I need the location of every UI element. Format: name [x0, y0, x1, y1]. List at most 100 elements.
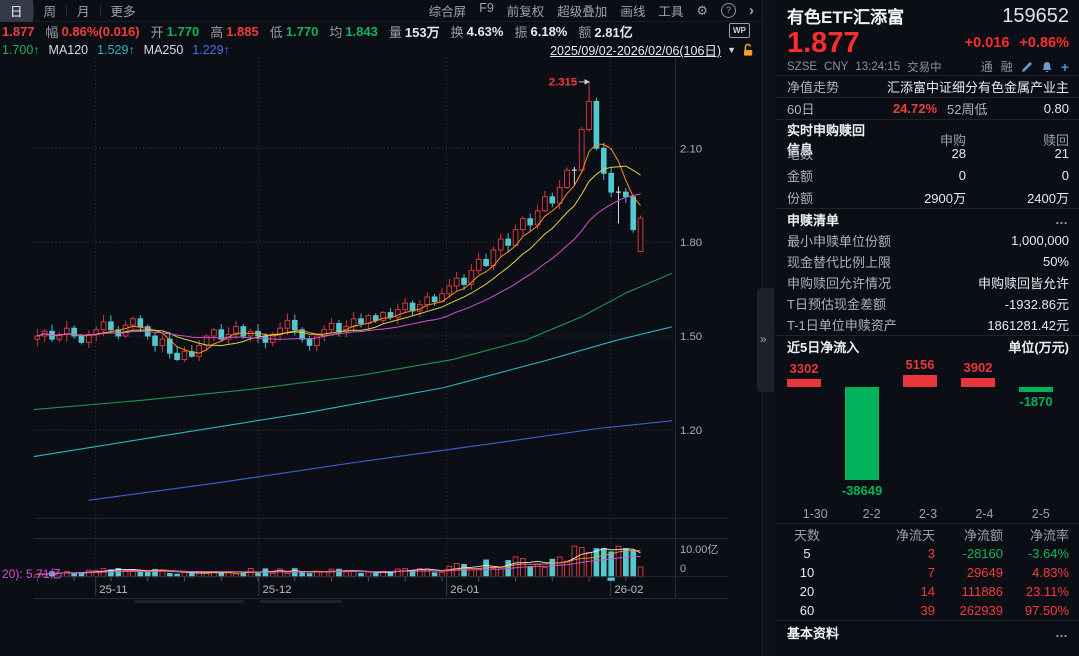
- wp-mini-window-icon[interactable]: WP: [729, 23, 750, 38]
- tab-月[interactable]: 月: [77, 5, 90, 19]
- date-range-group: 2025/09/02-2026/02/06(106日) ▼: [550, 40, 754, 59]
- candle-body: [556, 186, 563, 204]
- chevron-right-icon[interactable]: ›: [749, 2, 754, 19]
- volume-axis-max: 10.00亿: [680, 543, 718, 556]
- candle-body: [453, 277, 460, 287]
- flow-table-cell: 20: [799, 584, 815, 599]
- flow-value-label: -38649: [841, 483, 883, 498]
- flow-table-cell: 7: [927, 565, 935, 580]
- list-more-button[interactable]: …: [1055, 212, 1069, 227]
- quote-label: 高: [210, 24, 224, 40]
- price-chart-canvas[interactable]: 2.10 1.80 1.50 1.20 10.00亿 0 2.315 25-11 25-12 26…: [0, 58, 762, 656]
- tab-separator: [66, 4, 68, 17]
- candle-body: [623, 191, 629, 198]
- d60-change: 24.72%: [892, 101, 937, 116]
- volume-bar: [284, 572, 291, 578]
- quote-value: 2.81亿: [594, 24, 633, 40]
- quote-value: 1.877: [2, 23, 35, 39]
- footer-more-button[interactable]: …: [1055, 624, 1069, 640]
- settings-gear-icon[interactable]: ⚙: [696, 2, 708, 18]
- volume-bar: [564, 560, 570, 578]
- volume-bar: [189, 572, 195, 578]
- unlocked-padlock-icon[interactable]: [742, 43, 754, 57]
- toolbar-button-综合屏[interactable]: 综合屏: [428, 5, 467, 19]
- flow-table-row: 5 3 -28160 -3.64%: [775, 544, 1079, 563]
- volume-bar: [63, 571, 70, 578]
- low52-label: 52周低: [947, 102, 988, 117]
- candle-body: [424, 296, 431, 306]
- help-icon[interactable]: ?: [721, 3, 736, 18]
- candle-body: [328, 322, 335, 331]
- candle-body: [409, 302, 416, 312]
- toolbar-button-F9[interactable]: F9: [479, 1, 494, 15]
- list-row-value: 1,000,000: [1011, 233, 1069, 248]
- quote-value: 153万: [404, 24, 440, 40]
- stock-code: 159652: [1002, 5, 1069, 27]
- toolbar-button-超级叠加[interactable]: 超级叠加: [557, 5, 608, 19]
- flow-table-cell: 60: [799, 603, 815, 618]
- last-price: 1.877: [787, 27, 860, 59]
- volume-bar: [218, 572, 225, 578]
- candle-body: [284, 319, 291, 329]
- volume-bar: [630, 550, 637, 578]
- volume-bar: [269, 572, 276, 578]
- quote-label: 幅: [45, 24, 59, 40]
- candle-body: [166, 338, 173, 354]
- volume-bar: [527, 566, 534, 578]
- add-plus-icon[interactable]: +: [1060, 58, 1069, 75]
- toolbar-buttons: 综合屏 F9 前复权 超级叠加 画线 工具: [429, 1, 684, 20]
- toolbar-button-工具[interactable]: 工具: [658, 5, 684, 19]
- volume-bar: [542, 567, 548, 578]
- flow-table-row: 20 14 111886 23.11%: [775, 582, 1079, 601]
- candle-body: [306, 338, 313, 346]
- list-row-label: T-1日单位申赎资产: [787, 318, 897, 333]
- volume-bar: [623, 548, 629, 578]
- tab-日[interactable]: 日: [0, 0, 33, 22]
- subscribe-column-header: 申购: [939, 132, 966, 148]
- volume-pane[interactable]: [34, 545, 644, 578]
- flow-value-label: -1870: [1019, 394, 1053, 410]
- ma-legend: 1.700↑ MA120 1.529↑ MA250 1.229↑: [2, 43, 230, 57]
- bottom-tab-fragment: [133, 599, 244, 604]
- date-range-selector[interactable]: 2025/09/02-2026/02/06(106日): [550, 44, 722, 58]
- flows-title: 近5日净流入: [787, 340, 860, 355]
- alert-bell-icon[interactable]: [1041, 61, 1053, 73]
- panel-collapse-handle[interactable]: »: [757, 288, 774, 392]
- quote-item: 均 1.843: [329, 22, 378, 41]
- candle-body: [394, 308, 401, 318]
- flow-date-label: 1-30: [802, 507, 828, 521]
- volume-bar: [262, 568, 269, 578]
- d60-label: 60日: [787, 102, 815, 117]
- candle-body: [527, 218, 534, 226]
- volume-bar: [402, 568, 408, 578]
- volume-bar: [593, 548, 600, 578]
- volume-bar: [86, 569, 92, 578]
- candlestick-chart-area[interactable]: 2.10 1.80 1.50 1.20 10.00亿 0 2.315 25-11 25-12 26…: [0, 58, 762, 656]
- quote-item: 额 2.81亿: [578, 22, 632, 41]
- flow-bar: [903, 374, 937, 387]
- change-value: +0.016: [964, 35, 1010, 51]
- tab-更多[interactable]: 更多: [110, 5, 136, 19]
- volume-bar: [637, 566, 644, 578]
- flow-table-cell: 14: [920, 584, 935, 599]
- footer-title: 基本资料: [787, 625, 840, 641]
- ma-legend-item: 1.229↑: [192, 42, 230, 57]
- list-row-label: 申购赎回允许情况: [787, 276, 892, 291]
- candles-group: [34, 80, 644, 363]
- flow-bar: [1019, 387, 1053, 392]
- tab-周[interactable]: 周: [43, 5, 57, 19]
- candle-body: [542, 196, 548, 212]
- candle-body: [218, 329, 225, 340]
- double-chevron-right-icon: »: [760, 332, 767, 346]
- price-axis-label: 1.50: [680, 331, 702, 343]
- list-row-value: 申购赎回皆允许: [977, 276, 1069, 291]
- toolbar-button-画线[interactable]: 画线: [620, 5, 646, 19]
- edit-pencil-icon[interactable]: [1021, 61, 1033, 73]
- pr-redeem-value: 0: [1061, 167, 1069, 183]
- caret-down-icon[interactable]: ▼: [727, 44, 736, 55]
- volume-bar: [291, 568, 298, 578]
- toolbar-button-前复权[interactable]: 前复权: [506, 5, 545, 19]
- quote-item: 开 1.770: [151, 22, 200, 41]
- quote-value: 4.63%: [466, 23, 504, 39]
